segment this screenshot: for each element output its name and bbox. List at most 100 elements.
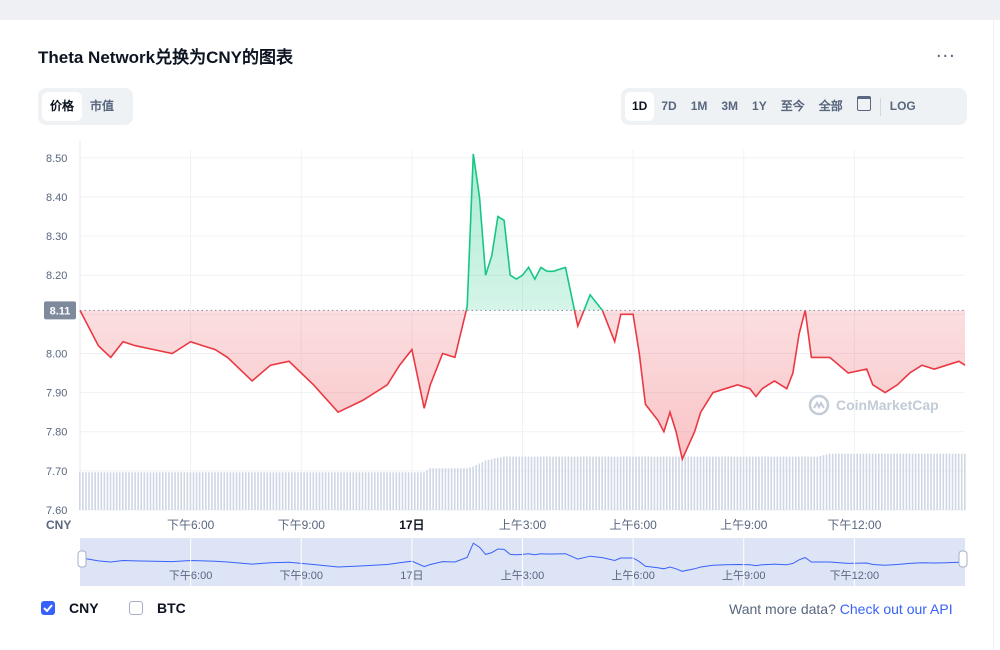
volume-bar bbox=[561, 456, 564, 510]
tab-market-cap[interactable]: 市值 bbox=[90, 99, 115, 113]
volume-bar bbox=[899, 453, 902, 510]
navigator-handle-left[interactable] bbox=[77, 550, 87, 568]
more-options-icon[interactable]: ... bbox=[936, 40, 956, 62]
range-1m[interactable]: 1M bbox=[690, 99, 708, 113]
volume-bar bbox=[564, 456, 567, 510]
volume-bar bbox=[957, 453, 960, 510]
checkbox-unchecked-icon[interactable] bbox=[129, 601, 143, 615]
volume-bar bbox=[518, 456, 521, 510]
volume-bar bbox=[758, 456, 760, 510]
volume-bar bbox=[463, 468, 465, 510]
volume-bar bbox=[595, 456, 597, 510]
volume-bar bbox=[294, 472, 296, 510]
volume-bar bbox=[128, 472, 130, 510]
volume-bar bbox=[460, 468, 462, 510]
y-tick-label: 8.00 bbox=[46, 348, 67, 360]
volume-bar bbox=[739, 456, 742, 510]
x-axis: CNY 下午6:00 下午9:00 17日 上午3:00 上午6:00 上午9:00 下午12… bbox=[46, 518, 882, 532]
divider bbox=[879, 97, 881, 116]
volume-bar bbox=[884, 453, 886, 510]
volume-bar bbox=[887, 453, 889, 510]
volume-bar bbox=[665, 456, 668, 510]
volume-bar bbox=[616, 456, 619, 510]
volume-bar bbox=[281, 472, 284, 510]
navigator-tick-label: 下午12:00 bbox=[830, 569, 880, 582]
volume-bar bbox=[662, 456, 665, 510]
volume-bar bbox=[122, 472, 124, 510]
volume-bar bbox=[165, 472, 167, 510]
volume-bar bbox=[644, 456, 647, 510]
volume-bar bbox=[420, 472, 422, 510]
volume-bar bbox=[831, 453, 834, 510]
volume-bar bbox=[761, 456, 763, 510]
volume-bar bbox=[426, 470, 428, 510]
volume-bar bbox=[850, 453, 852, 510]
volume-bar bbox=[398, 472, 401, 510]
volume-bar bbox=[466, 468, 468, 510]
chart-title: Theta Network兑换为CNY的图表 bbox=[38, 48, 294, 67]
volume-bar bbox=[773, 456, 776, 510]
range-1d[interactable]: 1D bbox=[625, 92, 655, 121]
range-3m[interactable]: 3M bbox=[721, 99, 739, 113]
volume-bar bbox=[893, 453, 895, 510]
checkbox-checked-icon[interactable] bbox=[41, 601, 55, 615]
volume-bar bbox=[755, 456, 757, 510]
range-all[interactable]: 全部 bbox=[818, 99, 843, 113]
volume-bar bbox=[140, 472, 143, 510]
volume-bar bbox=[450, 468, 453, 510]
volume-bar bbox=[819, 455, 822, 510]
chart-type-toggle: 价格 市值 bbox=[38, 88, 133, 125]
volume-bar bbox=[183, 472, 186, 510]
legend-btc[interactable]: BTC bbox=[129, 600, 186, 616]
volume-bar bbox=[496, 457, 499, 510]
range-1y[interactable]: 1Y bbox=[752, 99, 767, 113]
calendar-icon[interactable] bbox=[850, 92, 878, 121]
tab-price[interactable]: 价格 bbox=[42, 92, 83, 121]
volume-bar bbox=[407, 472, 410, 510]
volume-bar bbox=[223, 472, 226, 510]
volume-bar bbox=[791, 456, 794, 510]
volume-bar bbox=[161, 472, 164, 510]
volume-bar bbox=[312, 472, 315, 510]
volume-bar bbox=[487, 459, 490, 510]
volume-bar bbox=[493, 458, 496, 510]
volume-bar bbox=[592, 456, 594, 510]
volume-bar bbox=[764, 456, 766, 510]
volume-bar bbox=[208, 472, 210, 510]
api-link[interactable]: Check out our API bbox=[839, 601, 953, 617]
volume-bar bbox=[257, 472, 259, 510]
volume-bar bbox=[272, 472, 275, 510]
volume-bar bbox=[924, 453, 926, 510]
volume-bar bbox=[693, 456, 696, 510]
x-tick-label: 下午12:00 bbox=[827, 518, 881, 532]
volume-bar bbox=[951, 453, 954, 510]
volume-bar bbox=[284, 472, 287, 510]
volume-bar bbox=[748, 456, 751, 510]
navigator-line bbox=[79, 542, 966, 572]
volume-bar bbox=[586, 456, 588, 510]
volume-bar bbox=[515, 456, 517, 510]
volume-bar bbox=[300, 472, 302, 510]
navigator-tick-label: 下午6:00 bbox=[169, 569, 212, 582]
volume-bar bbox=[877, 453, 880, 510]
volume-bar bbox=[715, 456, 717, 510]
price-line-up bbox=[79, 153, 807, 311]
volume-bar bbox=[632, 456, 634, 510]
area-below-reference bbox=[80, 310, 965, 460]
volume-bar bbox=[118, 472, 121, 510]
volume-bar bbox=[152, 472, 155, 510]
navigator-handle-right[interactable] bbox=[958, 550, 968, 568]
volume-bar bbox=[954, 453, 957, 510]
legend-cny[interactable]: CNY bbox=[41, 600, 99, 616]
volume-bar bbox=[168, 472, 170, 510]
volume-bar bbox=[859, 453, 862, 510]
volume-bar bbox=[453, 468, 456, 510]
range-7d[interactable]: 7D bbox=[661, 99, 677, 113]
log-scale-toggle[interactable]: LOG bbox=[889, 99, 916, 113]
volume-bar bbox=[546, 456, 548, 510]
range-ytd[interactable]: 至今 bbox=[780, 99, 805, 113]
volume-bar bbox=[340, 472, 342, 510]
volume-bar bbox=[266, 472, 269, 510]
volume-bar bbox=[352, 472, 355, 510]
